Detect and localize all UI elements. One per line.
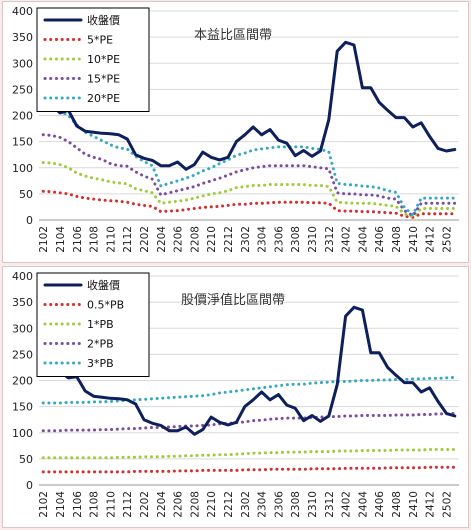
series-line-2 — [41, 161, 457, 219]
x-tick-label: 2304 — [257, 226, 269, 253]
legend-label: 15*PE — [87, 73, 120, 86]
x-tick-label: 2206 — [173, 491, 185, 518]
x-tick-label: 2204 — [156, 491, 168, 518]
legend-label: 20*PE — [87, 92, 120, 105]
x-tick-label: 2312 — [324, 491, 336, 518]
x-tick-label: 2412 — [425, 491, 437, 518]
x-tick-label: 2404 — [357, 491, 369, 518]
legend-label: 2*PB — [87, 338, 114, 351]
y-tick-label: 0 — [26, 214, 33, 227]
x-tick-label: 2402 — [341, 226, 353, 253]
x-tick-label: 2110 — [105, 226, 117, 253]
y-tick-label: 250 — [12, 348, 33, 361]
y-tick-label: 50 — [19, 453, 33, 466]
x-tick-label: 2310 — [307, 226, 319, 253]
legend-label: 收盤價 — [87, 278, 120, 292]
y-tick-label: 150 — [12, 136, 33, 149]
x-tick-label: 2112 — [122, 226, 134, 253]
x-tick-label: 2210 — [206, 491, 218, 518]
y-tick-label: 400 — [12, 270, 33, 283]
x-tick-label: 2402 — [341, 491, 353, 518]
series-line-1 — [41, 189, 457, 219]
x-tick-label: 2110 — [105, 491, 117, 518]
x-tick-label: 2308 — [290, 226, 302, 253]
x-tick-label: 2406 — [374, 491, 386, 518]
y-tick-label: 200 — [12, 375, 33, 388]
x-tick-label: 2202 — [139, 226, 151, 253]
x-tick-label: 2308 — [290, 491, 302, 518]
x-tick-label: 2312 — [324, 226, 336, 253]
x-tick-label: 2108 — [89, 491, 101, 518]
y-tick-label: 400 — [12, 5, 33, 18]
x-tick-label: 2302 — [240, 226, 252, 253]
y-tick-label: 250 — [12, 83, 33, 96]
series-line-3 — [41, 133, 457, 218]
x-tick-label: 2212 — [223, 226, 235, 253]
y-tick-label: 350 — [12, 296, 33, 309]
y-tick-label: 200 — [12, 110, 33, 123]
y-tick-label: 100 — [12, 162, 33, 175]
x-tick-label: 2202 — [139, 491, 151, 518]
y-tick-label: 300 — [12, 322, 33, 335]
series-line-1 — [41, 465, 457, 474]
pb-band-chart-svg: 0 50 100 150 200 250 300 350 400 2102 2104 2106 2108… — [12, 270, 459, 518]
x-tick-label: 2208 — [189, 491, 201, 518]
legend-label: 5*PE — [87, 34, 113, 47]
x-tick-label: 2106 — [72, 226, 84, 253]
x-tick-label: 2404 — [357, 226, 369, 253]
x-tick-label: 2410 — [408, 226, 420, 253]
legend-label: 0.5*PB — [87, 299, 124, 312]
x-tick-label: 2502 — [441, 491, 453, 518]
pe-band-chart-svg: 0 50 100 150 200 250 300 350 400 2102 2104 2106 2108… — [12, 5, 459, 253]
x-tick-label: 2212 — [223, 491, 235, 518]
legend-label: 3*PB — [87, 357, 114, 370]
x-tick-label: 2112 — [122, 491, 134, 518]
x-tick-label: 2302 — [240, 491, 252, 518]
y-tick-label: 300 — [12, 57, 33, 70]
pb-band-chart: 0 50 100 150 200 250 300 350 400 2102 2104 2106 2108… — [2, 266, 469, 528]
chart-title: 股價淨值比區間帶 — [181, 292, 285, 308]
x-tick-label: 2108 — [89, 226, 101, 253]
series-line-2 — [41, 448, 457, 460]
y-tick-label: 50 — [19, 188, 33, 201]
x-tick-label: 2106 — [72, 491, 84, 518]
x-tick-label: 2104 — [55, 491, 67, 518]
series-line-0 — [41, 305, 457, 436]
x-tick-label: 2208 — [189, 226, 201, 253]
x-tick-label: 2102 — [38, 226, 50, 253]
chart-title: 本益比區間帶 — [194, 28, 272, 43]
pe-band-chart: 0 50 100 150 200 250 300 350 400 2102 2104 2106 2108… — [2, 1, 469, 263]
x-tick-label: 2412 — [425, 226, 437, 253]
series-line-3 — [41, 411, 457, 433]
x-tick-label: 2204 — [156, 226, 168, 253]
x-tick-label: 2102 — [38, 491, 50, 518]
x-tick-label: 2310 — [307, 491, 319, 518]
legend-label: 1*PB — [87, 318, 114, 331]
x-tick-label: 2304 — [257, 491, 269, 518]
series-line-4 — [41, 375, 457, 405]
x-tick-label: 2410 — [408, 491, 420, 518]
x-tick-label: 2306 — [273, 491, 285, 518]
y-tick-label: 150 — [12, 401, 33, 414]
y-tick-label: 0 — [26, 479, 33, 492]
x-tick-label: 2406 — [374, 226, 386, 253]
x-tick-label: 2408 — [391, 491, 403, 518]
legend-label: 收盤價 — [87, 13, 120, 27]
legend-label: 10*PE — [87, 53, 120, 66]
x-tick-label: 2502 — [441, 226, 453, 253]
x-tick-label: 2306 — [273, 226, 285, 253]
x-tick-label: 2104 — [55, 226, 67, 253]
x-tick-label: 2408 — [391, 226, 403, 253]
series-line-4 — [41, 106, 457, 217]
series-line-0 — [41, 40, 457, 171]
x-tick-label: 2210 — [206, 226, 218, 253]
y-tick-label: 350 — [12, 31, 33, 44]
y-tick-label: 100 — [12, 427, 33, 440]
x-tick-label: 2206 — [173, 226, 185, 253]
